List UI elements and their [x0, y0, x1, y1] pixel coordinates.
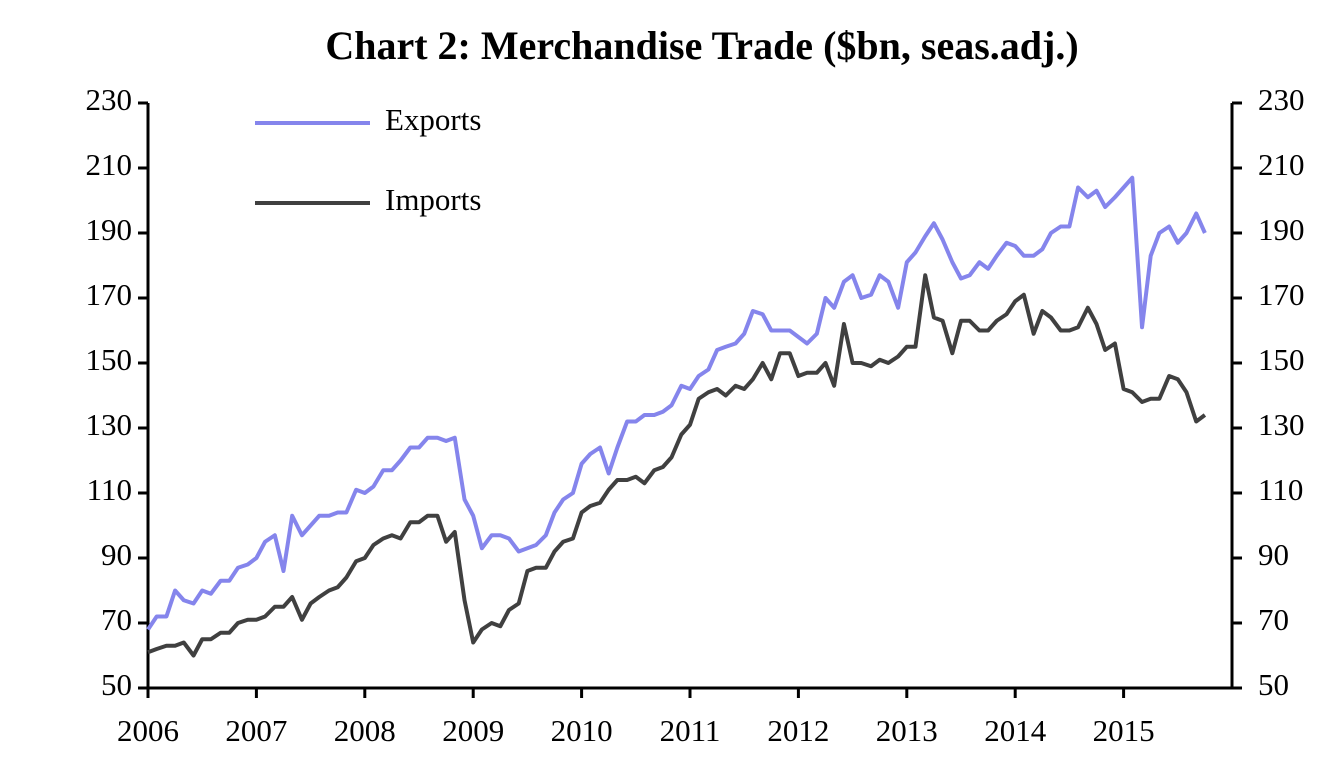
- x-tick-label: 2008: [334, 713, 396, 748]
- chart-title: Chart 2: Merchandise Trade ($bn, seas.ad…: [325, 23, 1078, 68]
- y2-tick-label: 230: [1258, 82, 1305, 117]
- y-tick-label: 150: [86, 342, 133, 377]
- y-tick-label: 170: [86, 277, 133, 312]
- series-line: [146, 175, 1207, 631]
- x-tick-label: 2015: [1093, 713, 1155, 748]
- y-tick-label: 110: [87, 472, 132, 507]
- y2-tick-label: 150: [1258, 342, 1305, 377]
- x-tick-label: 2011: [660, 713, 721, 748]
- y2-tick-label: 50: [1258, 667, 1289, 702]
- y-tick-label: 50: [101, 667, 132, 702]
- y2-tick-label: 190: [1258, 212, 1305, 247]
- y-tick-label: 210: [86, 147, 133, 182]
- y2-tick-label: 130: [1258, 407, 1305, 442]
- y2-tick-label: 90: [1258, 537, 1289, 572]
- y2-tick-label: 210: [1258, 147, 1305, 182]
- x-tick-label: 2013: [876, 713, 938, 748]
- y-tick-label: 90: [101, 537, 132, 572]
- x-tick-label: 2014: [984, 713, 1047, 748]
- x-tick-label: 2009: [442, 713, 504, 748]
- y-tick-label: 230: [86, 82, 133, 117]
- y-tick-label: 190: [86, 212, 133, 247]
- y-tick-label: 130: [86, 407, 133, 442]
- y2-tick-label: 70: [1258, 602, 1289, 637]
- x-tick-label: 2012: [767, 713, 829, 748]
- legend-label: Imports: [385, 182, 481, 217]
- series-line: [147, 273, 1207, 658]
- legend-label: Exports: [385, 102, 481, 137]
- x-tick-label: 2007: [225, 713, 287, 748]
- x-tick-label: 2010: [551, 713, 613, 748]
- y2-tick-label: 170: [1258, 277, 1305, 312]
- y2-tick-label: 110: [1258, 472, 1303, 507]
- x-tick-label: 2006: [117, 713, 179, 748]
- y-tick-label: 70: [101, 602, 132, 637]
